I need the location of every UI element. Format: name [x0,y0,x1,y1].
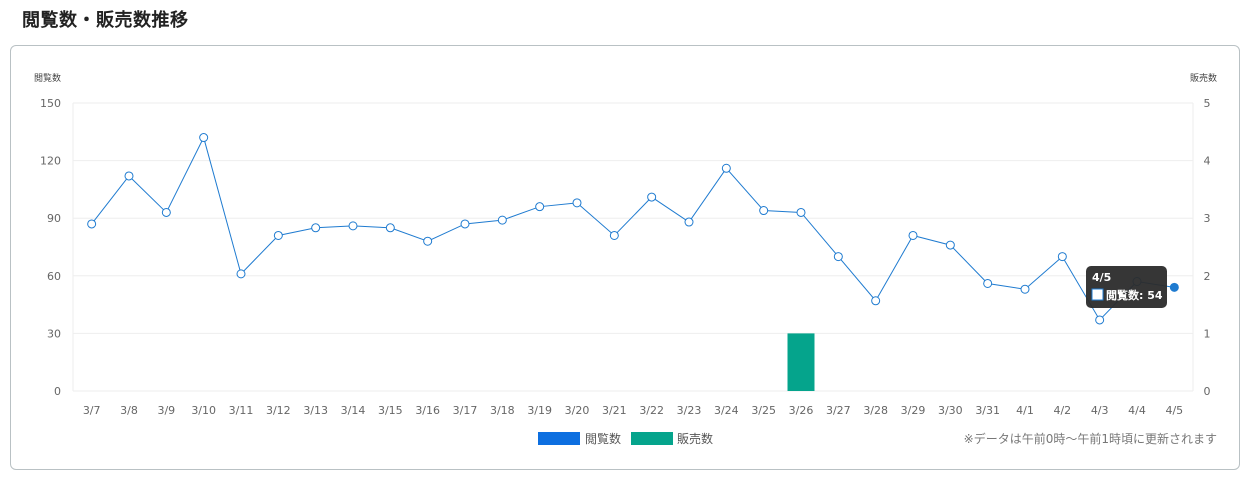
x-tick-label: 3/10 [191,404,216,417]
y-right-tick-label: 4 [1204,155,1211,168]
y-left-tick-label: 150 [40,97,61,110]
legend-sales-label[interactable]: 販売数 [677,431,713,446]
x-tick-label: 3/19 [527,404,552,417]
x-tick-label: 4/2 [1053,404,1071,417]
views-point[interactable] [87,219,97,229]
x-tick-label: 4/5 [1165,404,1183,417]
views-point[interactable] [945,240,955,250]
views-sales-chart[interactable]: 0 30 60 90 120 150 0 1 2 3 4 5 3/7 3/8 3/9 3/10 3/11 3/12… [11,46,1241,471]
tooltip-title: 4/5 [1092,271,1111,284]
x-tick-label: 3/31 [975,404,1000,417]
views-point[interactable] [1095,315,1105,325]
views-point[interactable] [423,236,433,246]
x-tick-label: 3/13 [303,404,328,417]
x-tick-label: 3/22 [639,404,664,417]
views-point-active[interactable] [1169,282,1179,292]
legend: 閲覧数 販売数 [538,431,713,446]
x-tick-label: 3/18 [490,404,515,417]
x-tick-label: 3/14 [341,404,366,417]
tooltip: 4/5 閲覧数: 54 [1086,266,1167,308]
views-point[interactable] [535,202,545,212]
y-left-tick-label: 90 [47,212,61,225]
views-point[interactable] [1057,252,1067,262]
views-point[interactable] [161,207,171,217]
update-note: ※データは午前0時〜午前1時頃に更新されます [964,431,1217,446]
tooltip-series-swatch [1091,288,1104,301]
x-tick-label: 3/29 [901,404,926,417]
views-point[interactable] [908,230,918,240]
y-right-axis-title: 販売数 [1190,72,1217,84]
chart-card: 0 30 60 90 120 150 0 1 2 3 4 5 3/7 3/8 3/9 3/10 3/11 3/12… [10,45,1240,470]
views-point[interactable] [647,192,657,202]
tooltip-background [1086,266,1167,308]
views-point[interactable] [124,171,134,181]
views-point[interactable] [273,230,283,240]
grid-lines [72,102,1194,392]
x-tick-label: 3/25 [751,404,776,417]
views-point[interactable] [833,252,843,262]
x-tick-label: 3/30 [938,404,963,417]
sales-bar[interactable] [787,333,815,391]
x-tick-label: 4/1 [1016,404,1034,417]
views-point[interactable] [199,133,209,143]
views-point[interactable] [236,269,246,279]
x-tick-label: 3/21 [602,404,627,417]
y-right-tick-label: 1 [1204,327,1211,340]
views-point[interactable] [497,215,507,225]
legend-views-label[interactable]: 閲覧数 [585,431,621,446]
y-left-axis-title: 閲覧数 [34,72,61,84]
y-left-tick-label: 120 [40,155,61,168]
views-point[interactable] [460,219,470,229]
x-tick-label: 3/15 [378,404,403,417]
x-tick-label: 3/26 [789,404,814,417]
x-tick-label: 3/7 [83,404,101,417]
views-point[interactable] [871,296,881,306]
views-point[interactable] [983,278,993,288]
views-series-line [91,136,1175,321]
y-left-tick-label: 60 [47,270,61,283]
views-points [87,133,1179,325]
x-tick-label: 3/17 [453,404,478,417]
x-tick-label: 4/4 [1128,404,1146,417]
views-point[interactable] [796,207,806,217]
views-point[interactable] [609,230,619,240]
y-left-tick-label: 0 [54,385,61,398]
legend-views-swatch[interactable] [538,432,580,445]
views-point[interactable] [721,163,731,173]
sales-bars [787,333,815,391]
views-point[interactable] [311,223,321,233]
x-tick-label: 3/27 [826,404,851,417]
views-point[interactable] [1020,284,1030,294]
views-line [91,136,1175,321]
y-right-tick-label: 3 [1204,212,1211,225]
x-tick-label: 3/8 [120,404,138,417]
views-point[interactable] [572,198,582,208]
views-point[interactable] [385,223,395,233]
y-left-tick-label: 30 [47,327,61,340]
legend-sales-swatch[interactable] [631,432,673,445]
y-right-tick-label: 5 [1204,97,1211,110]
views-point[interactable] [348,221,358,231]
y-right-tick-label: 0 [1204,385,1211,398]
y-right-tick-label: 2 [1204,270,1211,283]
x-tick-label: 3/11 [229,404,254,417]
x-tick-label: 3/20 [565,404,590,417]
x-tick-label: 3/23 [677,404,702,417]
x-tick-label: 3/16 [415,404,440,417]
x-tick-label: 3/12 [266,404,291,417]
page-title: 閲覧数・販売数推移 [22,10,189,31]
axes: 0 30 60 90 120 150 0 1 2 3 4 5 3/7 3/8 3/9 3/10 3/11 3/12… [40,97,1211,417]
tooltip-label: 閲覧数: 54 [1106,288,1163,302]
x-tick-label: 3/24 [714,404,739,417]
x-tick-label: 3/9 [157,404,175,417]
x-tick-label: 4/3 [1091,404,1109,417]
views-point[interactable] [684,217,694,227]
views-point[interactable] [759,206,769,216]
x-tick-label: 3/28 [863,404,888,417]
